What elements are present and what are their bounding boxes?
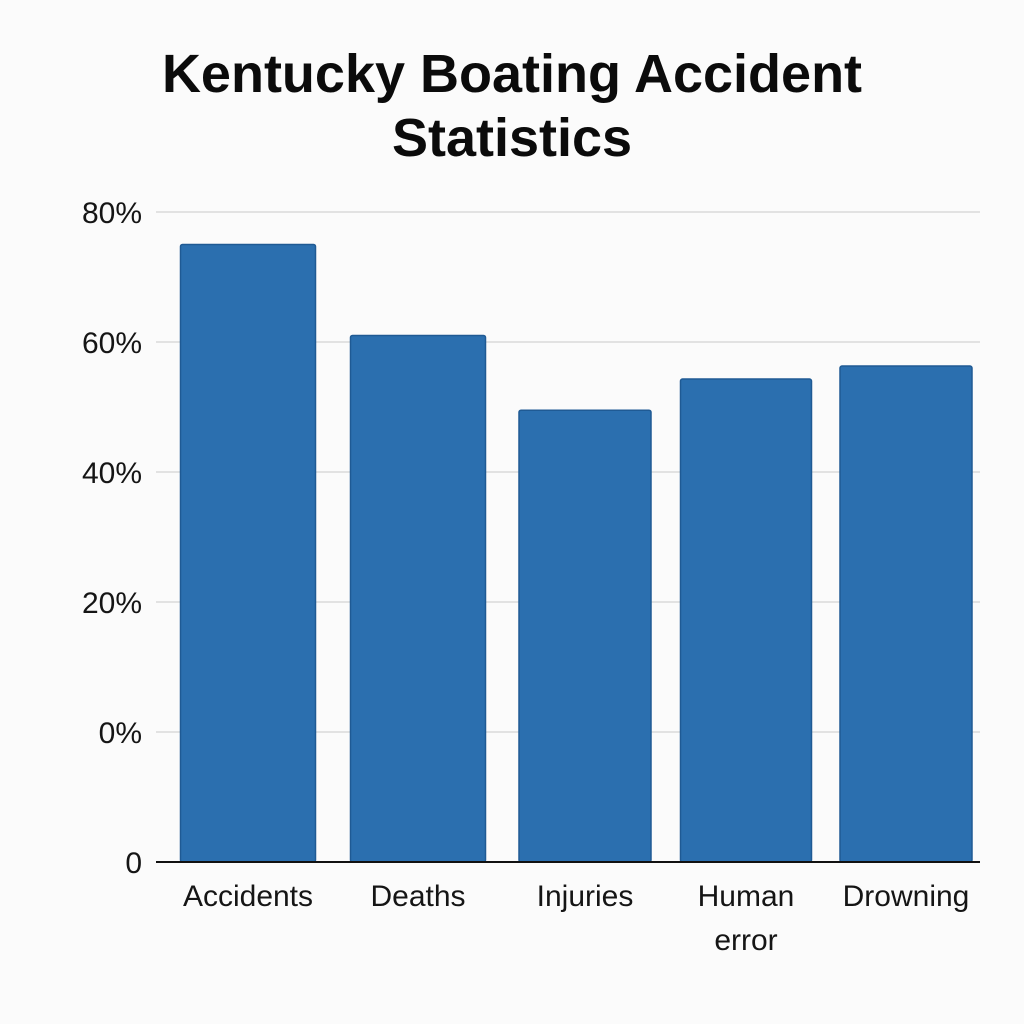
x-tick-label: Human [698, 880, 795, 913]
chart-title: Kentucky Boating Accident Statistics [0, 42, 1024, 170]
x-tick-label: Accidents [183, 880, 313, 913]
y-tick-label: 40% [82, 457, 142, 490]
bar [518, 409, 652, 863]
y-tick-label: 0% [99, 717, 142, 750]
x-tick-label: Injuries [537, 880, 634, 913]
x-tick-label: Drowning [843, 880, 970, 913]
chart-title-line-2: Statistics [391, 108, 633, 168]
y-tick-label: 60% [82, 327, 142, 360]
bar [179, 243, 317, 863]
y-tick-label: 20% [82, 587, 142, 620]
y-tick-label: 80% [82, 197, 142, 230]
y-tick-label: 0 [125, 847, 142, 880]
chart-title-line-1: Kentucky Boating Accident [161, 44, 863, 104]
x-tick-label: Deaths [370, 880, 465, 913]
x-tick-label: error [714, 924, 777, 957]
bar [679, 378, 813, 863]
bar [349, 334, 487, 863]
bar [839, 365, 973, 863]
